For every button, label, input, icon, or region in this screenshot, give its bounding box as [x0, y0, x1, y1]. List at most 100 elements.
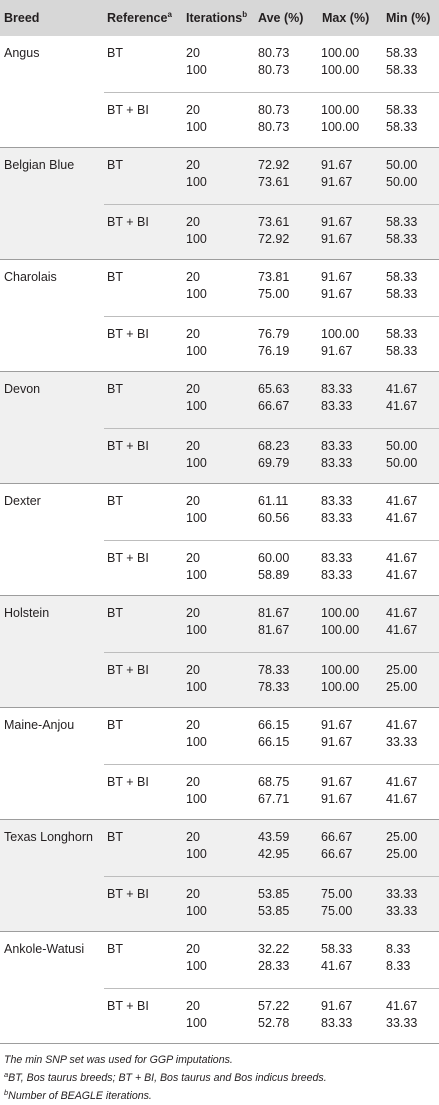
- table-row: 20 72.92 91.67 50.00: [104, 158, 439, 175]
- reference-label: BT: [107, 830, 123, 844]
- max-cell: 100.00: [321, 327, 360, 341]
- table-footnotes: The min SNP set was used for GGP imputat…: [0, 1044, 439, 1105]
- table-row: 100 80.73 100.00 58.33: [104, 63, 439, 80]
- reference-label: BT + BI: [107, 663, 149, 677]
- ave-cell: 66.15: [258, 718, 290, 732]
- header-max: Max (%): [322, 11, 370, 25]
- max-cell: 91.67: [321, 775, 353, 789]
- table-row: 20 68.75 91.67 41.67: [104, 775, 439, 792]
- breed-name: Dexter: [4, 494, 41, 508]
- breed-name: Angus: [4, 46, 40, 60]
- reference-group: BT 20 32.22 58.33 8.33 100 28.33 41.67 8.33: [104, 932, 439, 983]
- max-cell: 83.33: [321, 494, 353, 508]
- iterations-cell: 100: [186, 792, 207, 806]
- breed-block: Charolais BT 20 73.81 91.67 58.33 100 75.00 91.6…: [0, 260, 439, 372]
- max-cell: 91.67: [321, 792, 353, 806]
- footnote-a-text: BT, Bos taurus breeds; BT + BI, Bos taur…: [8, 1072, 327, 1084]
- header-iterations: Iterationsb: [186, 11, 247, 26]
- iterations-cell: 20: [186, 270, 200, 284]
- max-cell: 91.67: [321, 270, 353, 284]
- ave-cell: 43.59: [258, 830, 290, 844]
- ave-cell: 66.67: [258, 399, 290, 413]
- breed-name: Devon: [4, 382, 41, 396]
- min-cell: 50.00: [386, 456, 418, 470]
- min-cell: 8.33: [386, 942, 411, 956]
- iterations-cell: 100: [186, 904, 207, 918]
- min-cell: 41.67: [386, 792, 418, 806]
- iterations-cell: 20: [186, 663, 200, 677]
- footnote-b-text: Number of BEAGLE iterations.: [8, 1090, 152, 1102]
- reference-label: BT: [107, 382, 123, 396]
- max-cell: 100.00: [321, 120, 360, 134]
- table-row: 100 76.19 91.67 58.33: [104, 344, 439, 361]
- reference-label: BT + BI: [107, 439, 149, 453]
- footnote-b-marker: b: [4, 1088, 9, 1097]
- ave-cell: 76.79: [258, 327, 290, 341]
- reference-label: BT: [107, 606, 123, 620]
- breed-name: Ankole-Watusi: [4, 942, 85, 956]
- max-cell: 83.33: [321, 551, 353, 565]
- table-body: Angus BT 20 80.73 100.00 58.33 100 80.73 100.00 5…: [0, 36, 439, 1044]
- breed-name: Belgian Blue: [4, 158, 75, 172]
- reference-label: BT: [107, 718, 123, 732]
- max-cell: 100.00: [321, 680, 360, 694]
- table-row: 100 60.56 83.33 41.67: [104, 511, 439, 528]
- reference-group: BT 20 72.92 91.67 50.00 100 73.61 91.67 50.00: [104, 148, 439, 199]
- ave-cell: 68.75: [258, 775, 290, 789]
- iterations-cell: 20: [186, 215, 200, 229]
- reference-group: BT 20 73.81 91.67 58.33 100 75.00 91.67 58.33: [104, 260, 439, 311]
- iterations-cell: 100: [186, 847, 207, 861]
- reference-group: BT + BI 20 68.75 91.67 41.67 100 67.71 91.67 41.…: [104, 764, 439, 816]
- min-cell: 58.33: [386, 232, 418, 246]
- iterations-cell: 20: [186, 103, 200, 117]
- breed-block: Ankole-Watusi BT 20 32.22 58.33 8.33 100 28.33 4…: [0, 932, 439, 1044]
- reference-group: BT 20 61.11 83.33 41.67 100 60.56 83.33 41.67: [104, 484, 439, 535]
- ave-cell: 65.63: [258, 382, 290, 396]
- reference-label: BT + BI: [107, 215, 149, 229]
- max-cell: 75.00: [321, 904, 353, 918]
- breed-name: Maine-Anjou: [4, 718, 75, 732]
- iterations-cell: 100: [186, 680, 207, 694]
- iterations-cell: 20: [186, 887, 200, 901]
- reference-label: BT + BI: [107, 551, 149, 565]
- ave-cell: 58.89: [258, 568, 290, 582]
- table-header: Breed Referencea Iterationsb Ave (%) Max…: [0, 0, 439, 36]
- reference-label: BT + BI: [107, 327, 149, 341]
- min-cell: 58.33: [386, 103, 418, 117]
- max-cell: 91.67: [321, 287, 353, 301]
- ave-cell: 53.85: [258, 904, 290, 918]
- ave-cell: 52.78: [258, 1016, 290, 1030]
- iterations-cell: 100: [186, 344, 207, 358]
- ave-cell: 78.33: [258, 680, 290, 694]
- iterations-cell: 100: [186, 287, 207, 301]
- iterations-cell: 100: [186, 232, 207, 246]
- breed-block: Texas Longhorn BT 20 43.59 66.67 25.00 100 42.9…: [0, 820, 439, 932]
- reference-group: BT + BI 20 68.23 83.33 50.00 100 69.79 83.33 50.…: [104, 428, 439, 480]
- table-row: 20 57.22 91.67 41.67: [104, 999, 439, 1016]
- iterations-cell: 100: [186, 623, 207, 637]
- iterations-cell: 20: [186, 439, 200, 453]
- max-cell: 83.33: [321, 382, 353, 396]
- min-cell: 58.33: [386, 63, 418, 77]
- ave-cell: 69.79: [258, 456, 290, 470]
- min-cell: 25.00: [386, 680, 418, 694]
- min-cell: 8.33: [386, 959, 411, 973]
- reference-group: BT + BI 20 76.79 100.00 58.33 100 76.19 91.67 58…: [104, 316, 439, 368]
- ave-cell: 73.61: [258, 175, 290, 189]
- max-cell: 91.67: [321, 215, 353, 229]
- min-cell: 50.00: [386, 175, 418, 189]
- iterations-cell: 100: [186, 175, 207, 189]
- table-row: 100 72.92 91.67 58.33: [104, 232, 439, 249]
- table-row: 20 80.73 100.00 58.33: [104, 103, 439, 120]
- reference-group: BT 20 66.15 91.67 41.67 100 66.15 91.67 33.33: [104, 708, 439, 759]
- ave-cell: 81.67: [258, 606, 290, 620]
- breed-block: Belgian Blue BT 20 72.92 91.67 50.00 100 73.61 9…: [0, 148, 439, 260]
- min-cell: 41.67: [386, 382, 418, 396]
- max-cell: 91.67: [321, 718, 353, 732]
- reference-group: BT 20 80.73 100.00 58.33 100 80.73 100.00 58.33: [104, 36, 439, 87]
- reference-group: BT 20 81.67 100.00 41.67 100 81.67 100.00 41.67: [104, 596, 439, 647]
- min-cell: 33.33: [386, 904, 418, 918]
- table-row: 20 65.63 83.33 41.67: [104, 382, 439, 399]
- iterations-cell: 20: [186, 775, 200, 789]
